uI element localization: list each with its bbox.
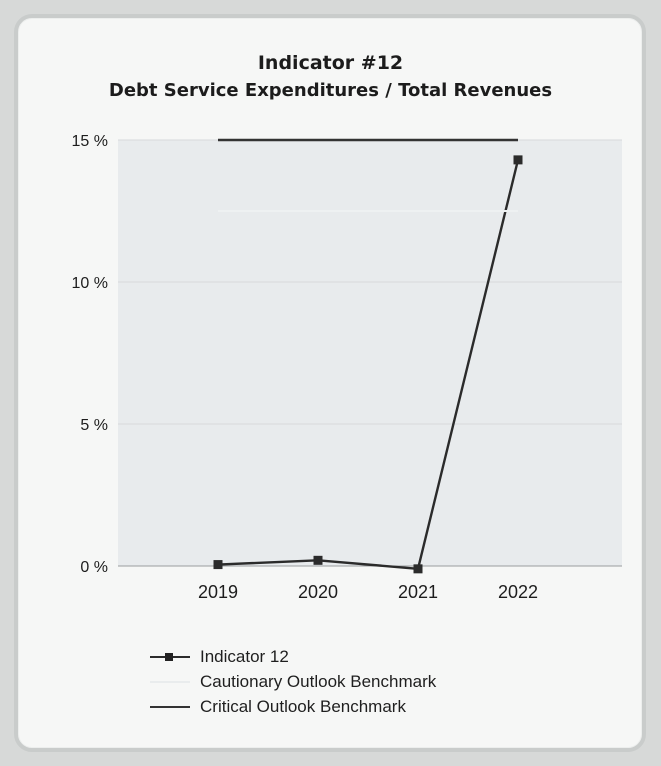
chart-title: Indicator #12 xyxy=(257,52,404,74)
x-tick-label: 2019 xyxy=(198,582,238,602)
legend-swatch-cautionary xyxy=(150,675,190,689)
x-tick-label: 2021 xyxy=(398,582,438,602)
chart-subtitle: Debt Service Expenditures / Total Revenu… xyxy=(108,80,553,101)
legend-item-indicator-12: Indicator 12 xyxy=(150,644,436,669)
y-tick-label: 10 % xyxy=(72,275,108,292)
legend-swatch-indicator-12 xyxy=(150,650,190,664)
y-tick-label: 0 % xyxy=(80,559,108,576)
legend-item-cautionary: Cautionary Outlook Benchmark xyxy=(150,669,436,694)
x-tick-label: 2020 xyxy=(298,582,338,602)
plot-area xyxy=(118,140,622,566)
data-point xyxy=(213,560,223,570)
y-tick-label: 15 % xyxy=(72,133,108,150)
data-point xyxy=(313,555,323,565)
x-tick-label: 2022 xyxy=(498,582,538,602)
series-line-indicator-12 xyxy=(217,159,520,571)
legend-swatch-critical xyxy=(150,700,190,714)
legend-label-critical: Critical Outlook Benchmark xyxy=(200,696,406,716)
y-tick-label: 5 % xyxy=(80,417,108,434)
legend-label-cautionary: Cautionary Outlook Benchmark xyxy=(200,671,437,691)
data-point xyxy=(413,564,423,574)
legend-label-indicator-12: Indicator 12 xyxy=(200,646,289,666)
data-point xyxy=(513,155,523,165)
chart-legend: Indicator 12 Cautionary Outlook Benchmar… xyxy=(150,644,436,719)
legend-item-critical: Critical Outlook Benchmark xyxy=(150,694,436,719)
